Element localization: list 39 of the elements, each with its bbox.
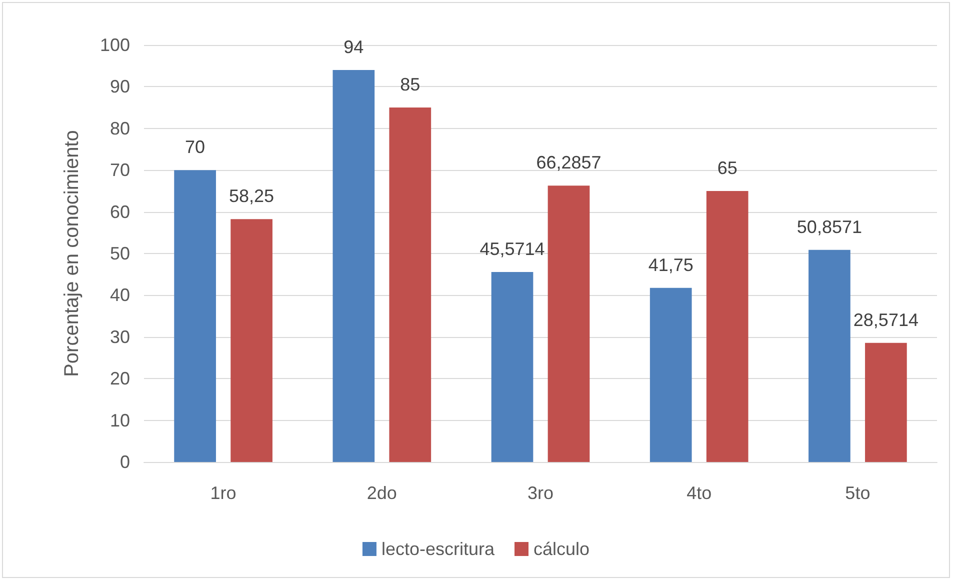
x-tick-label: 3ro: [527, 483, 554, 503]
y-tick-label: 70: [110, 160, 130, 180]
data-label: 94: [344, 37, 364, 58]
bar: [650, 288, 692, 462]
y-tick-label: 80: [110, 118, 130, 138]
legend-label: lecto-escritura: [381, 539, 496, 559]
data-label: 58,25: [229, 186, 274, 206]
y-tick-label: 50: [110, 244, 130, 264]
bar: [174, 170, 216, 462]
x-tick-label: 4to: [686, 483, 712, 503]
y-tick-label: 10: [110, 410, 130, 430]
y-tick-label: 30: [110, 326, 130, 347]
x-tick-label: 5to: [845, 483, 870, 503]
legend-label: cálculo: [534, 539, 590, 559]
bar: [230, 219, 272, 462]
data-label: 41,75: [648, 254, 694, 275]
y-tick-label: 40: [110, 285, 130, 306]
bar: [332, 70, 375, 462]
data-label: 50,8571: [796, 216, 862, 237]
data-label: 65: [717, 158, 738, 178]
y-tick-label: 60: [110, 202, 130, 222]
bar: [491, 272, 534, 462]
data-label: 28,5714: [853, 310, 918, 330]
y-tick-label: 100: [100, 35, 130, 55]
bar: [389, 108, 432, 462]
y-tick-label: 0: [120, 452, 130, 472]
x-tick-label: 2do: [366, 483, 397, 503]
bar: [865, 342, 907, 462]
data-label: 66,2857: [536, 152, 602, 173]
x-tick-label: 1ro: [210, 483, 236, 503]
y-tick-label: 90: [110, 76, 130, 97]
bar: [808, 250, 850, 462]
bar: [706, 190, 748, 462]
data-label: 45,5714: [480, 238, 545, 259]
y-tick-label: 20: [110, 368, 130, 389]
data-label: 70: [185, 137, 206, 158]
y-axis-title: Porcentaje en conocimiento: [61, 130, 83, 377]
bar: [548, 186, 590, 462]
data-label: 85: [400, 74, 420, 95]
